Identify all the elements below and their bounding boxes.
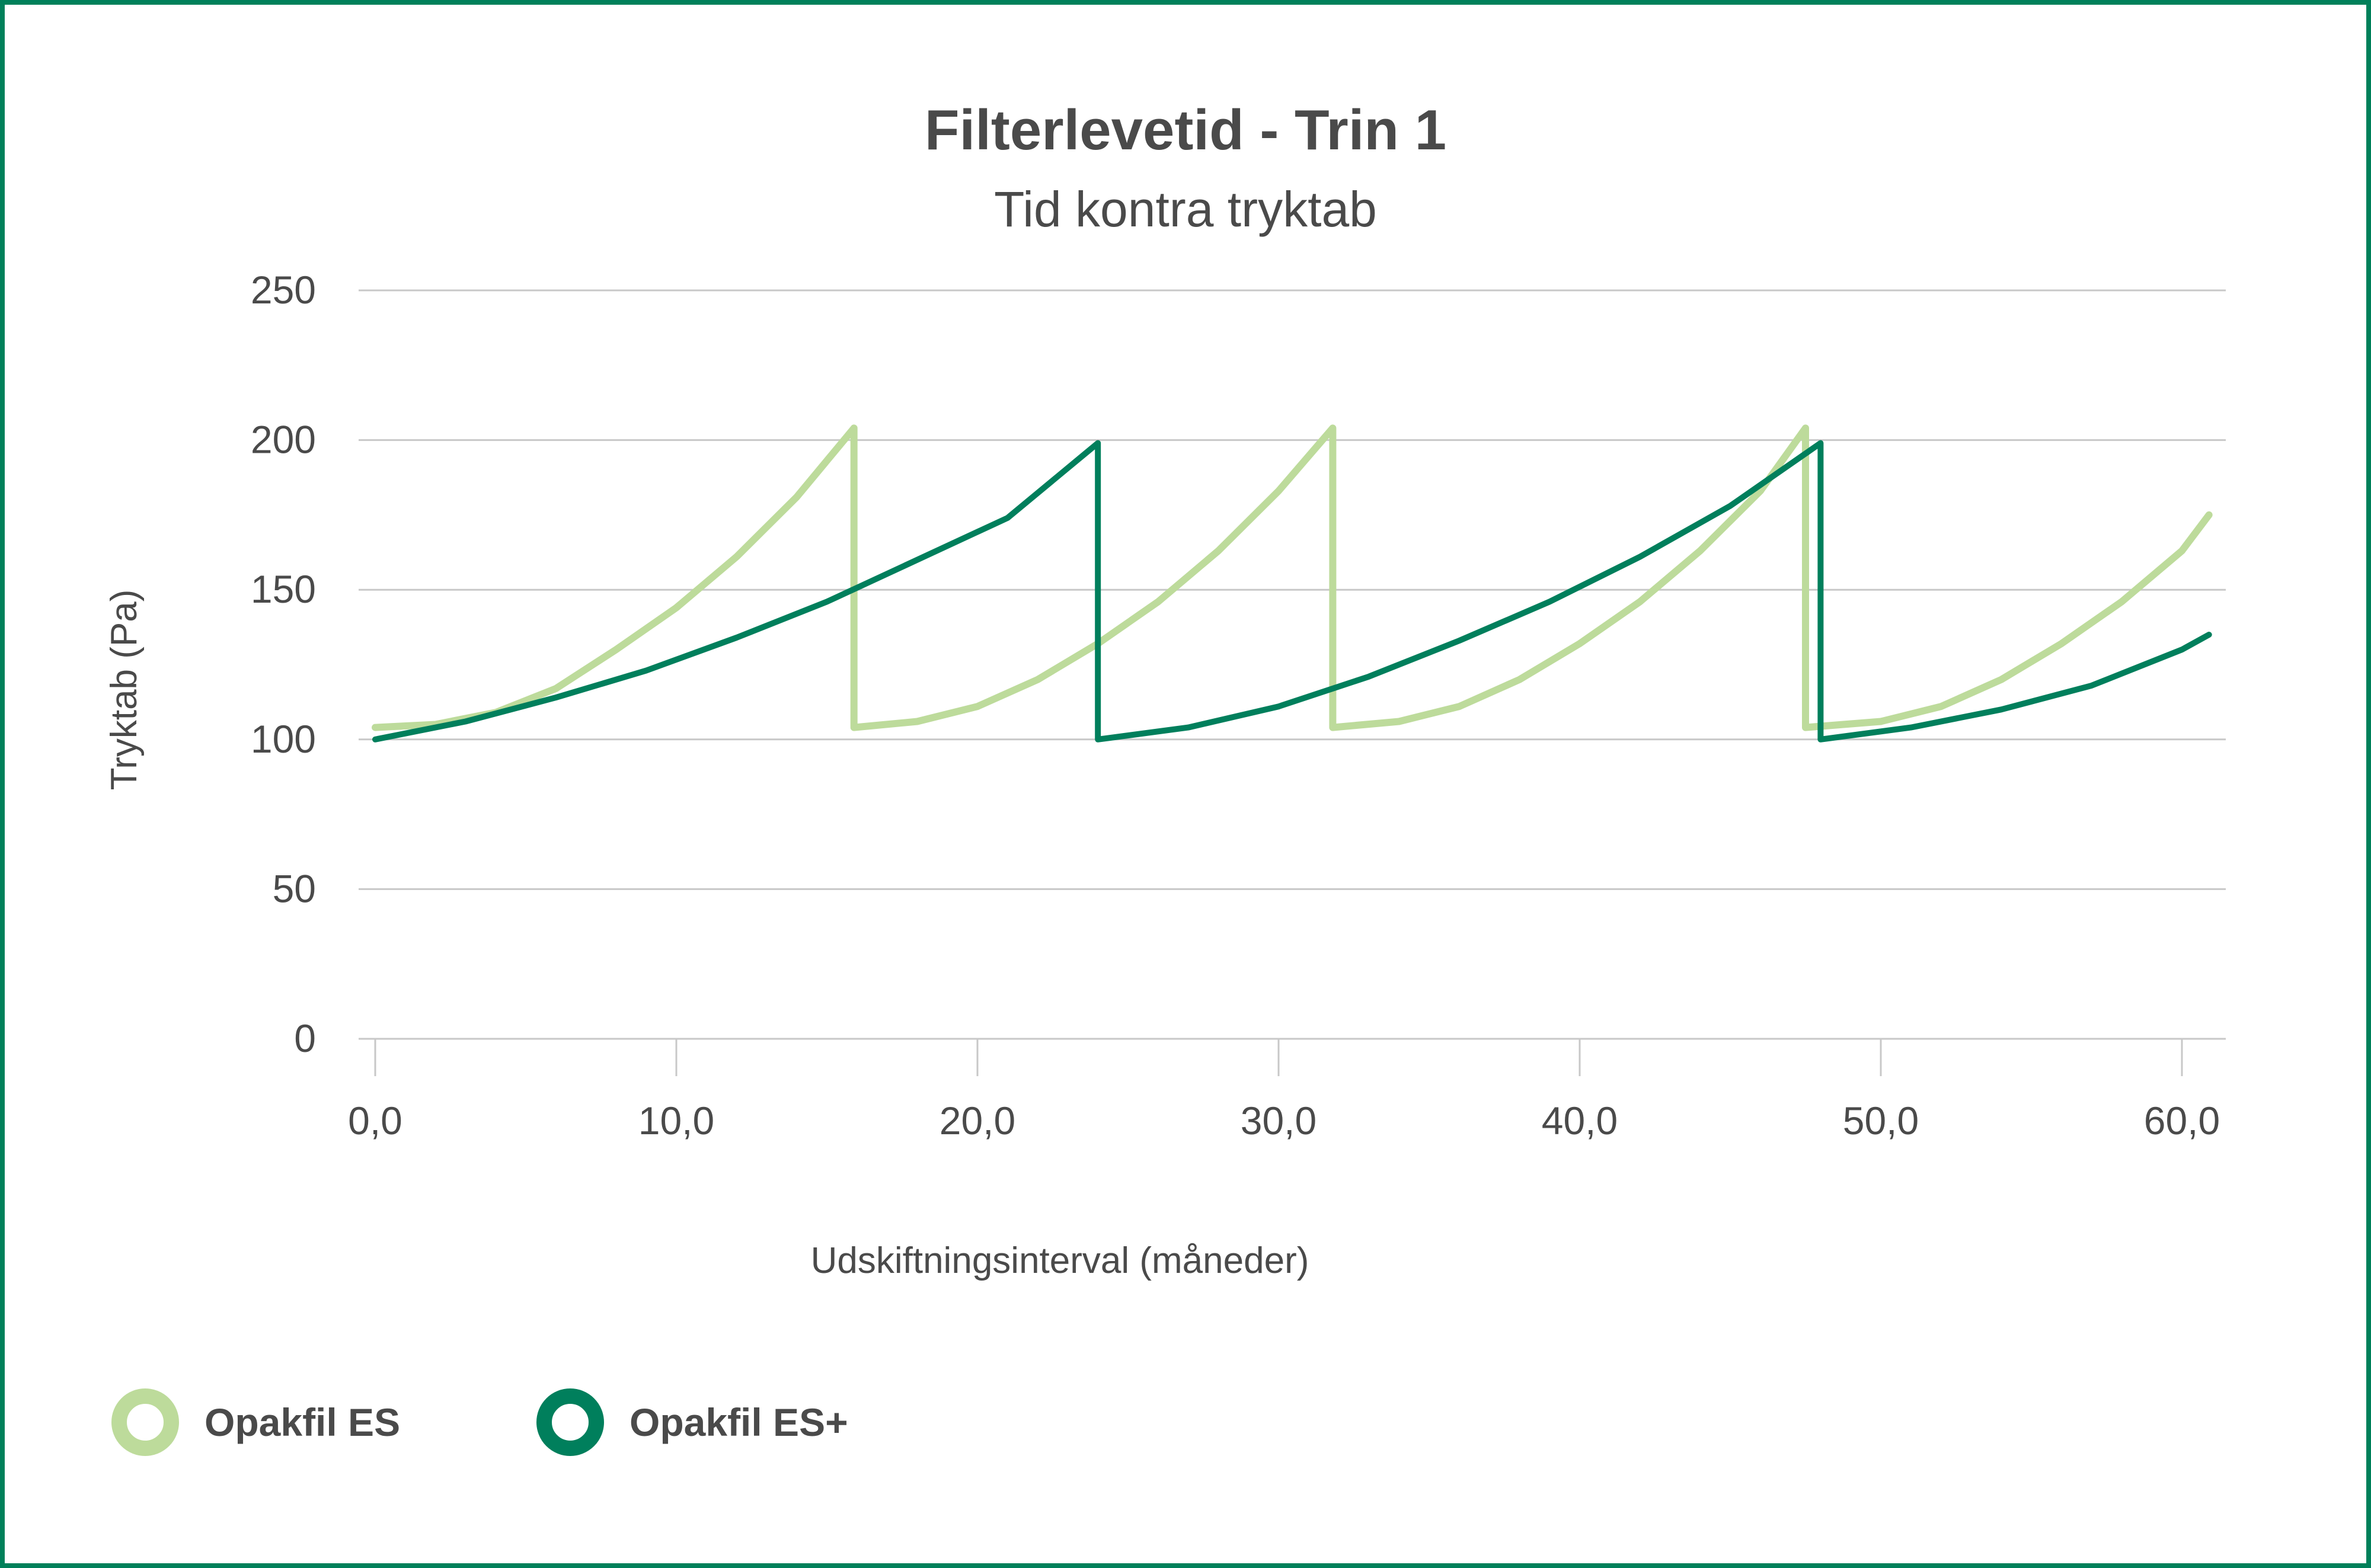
legend-label-es: Opakfil ES	[204, 1400, 400, 1444]
y-tick-label: 100	[251, 717, 316, 761]
legend-item-opakfil-es: Opakfil ES	[111, 1388, 400, 1456]
legend-item-opakfil-es-plus: Opakfil ES+	[536, 1388, 848, 1456]
x-tick-label: 0,0	[348, 1099, 402, 1143]
chart-subtitle: Tid kontra tryktab	[994, 181, 1377, 237]
x-tick-label: 10,0	[638, 1099, 714, 1143]
legend-marker-es-plus	[536, 1388, 604, 1456]
x-axis-title: Udskiftningsinterval (måneder)	[811, 1240, 1309, 1281]
series-lines	[372, 424, 2213, 743]
legend-label-es-plus: Opakfil ES+	[630, 1400, 848, 1444]
series-line-opakfil-es	[372, 424, 2213, 731]
legend: Opakfil ES Opakfil ES+	[111, 1388, 848, 1456]
y-tick-label: 250	[251, 268, 316, 312]
x-tick-label: 30,0	[1241, 1099, 1316, 1143]
x-axis: 0,0 10,0 20,0 30,0 40,0 50,0 60,0	[348, 1039, 2220, 1143]
x-tick-label: 40,0	[1542, 1099, 1618, 1143]
y-tick-label: 0	[294, 1016, 316, 1060]
y-axis-title: Tryktab (Pa)	[104, 590, 145, 791]
x-tick-label: 50,0	[1843, 1099, 1919, 1143]
chart-title: Filterlevetid - Trin 1	[925, 98, 1446, 162]
x-tick-label: 20,0	[940, 1099, 1015, 1143]
y-tick-label: 200	[251, 418, 316, 462]
x-tick-label: 60,0	[2144, 1099, 2220, 1143]
y-tick-label: 50	[273, 866, 316, 910]
gridlines	[359, 289, 2226, 1040]
legend-marker-es	[111, 1388, 179, 1456]
y-axis: 250 200 150 100 50 0	[251, 268, 316, 1060]
y-tick-label: 150	[251, 567, 316, 611]
series-line-opakfil-es-plus	[372, 440, 2212, 743]
